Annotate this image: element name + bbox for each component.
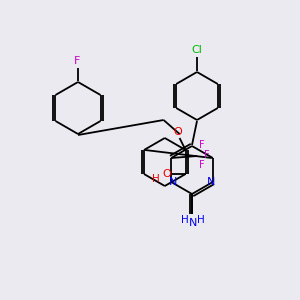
Text: H: H xyxy=(181,215,189,225)
Text: N: N xyxy=(207,177,215,187)
Text: F: F xyxy=(200,160,205,170)
Text: O: O xyxy=(162,169,171,179)
Text: N: N xyxy=(169,177,177,187)
Text: F: F xyxy=(200,140,205,150)
Text: F: F xyxy=(204,150,210,160)
Text: H: H xyxy=(197,215,205,225)
Text: H: H xyxy=(152,174,159,184)
Text: F: F xyxy=(74,56,80,66)
Text: N: N xyxy=(189,218,197,228)
Text: O: O xyxy=(173,127,182,137)
Text: Cl: Cl xyxy=(192,45,203,55)
